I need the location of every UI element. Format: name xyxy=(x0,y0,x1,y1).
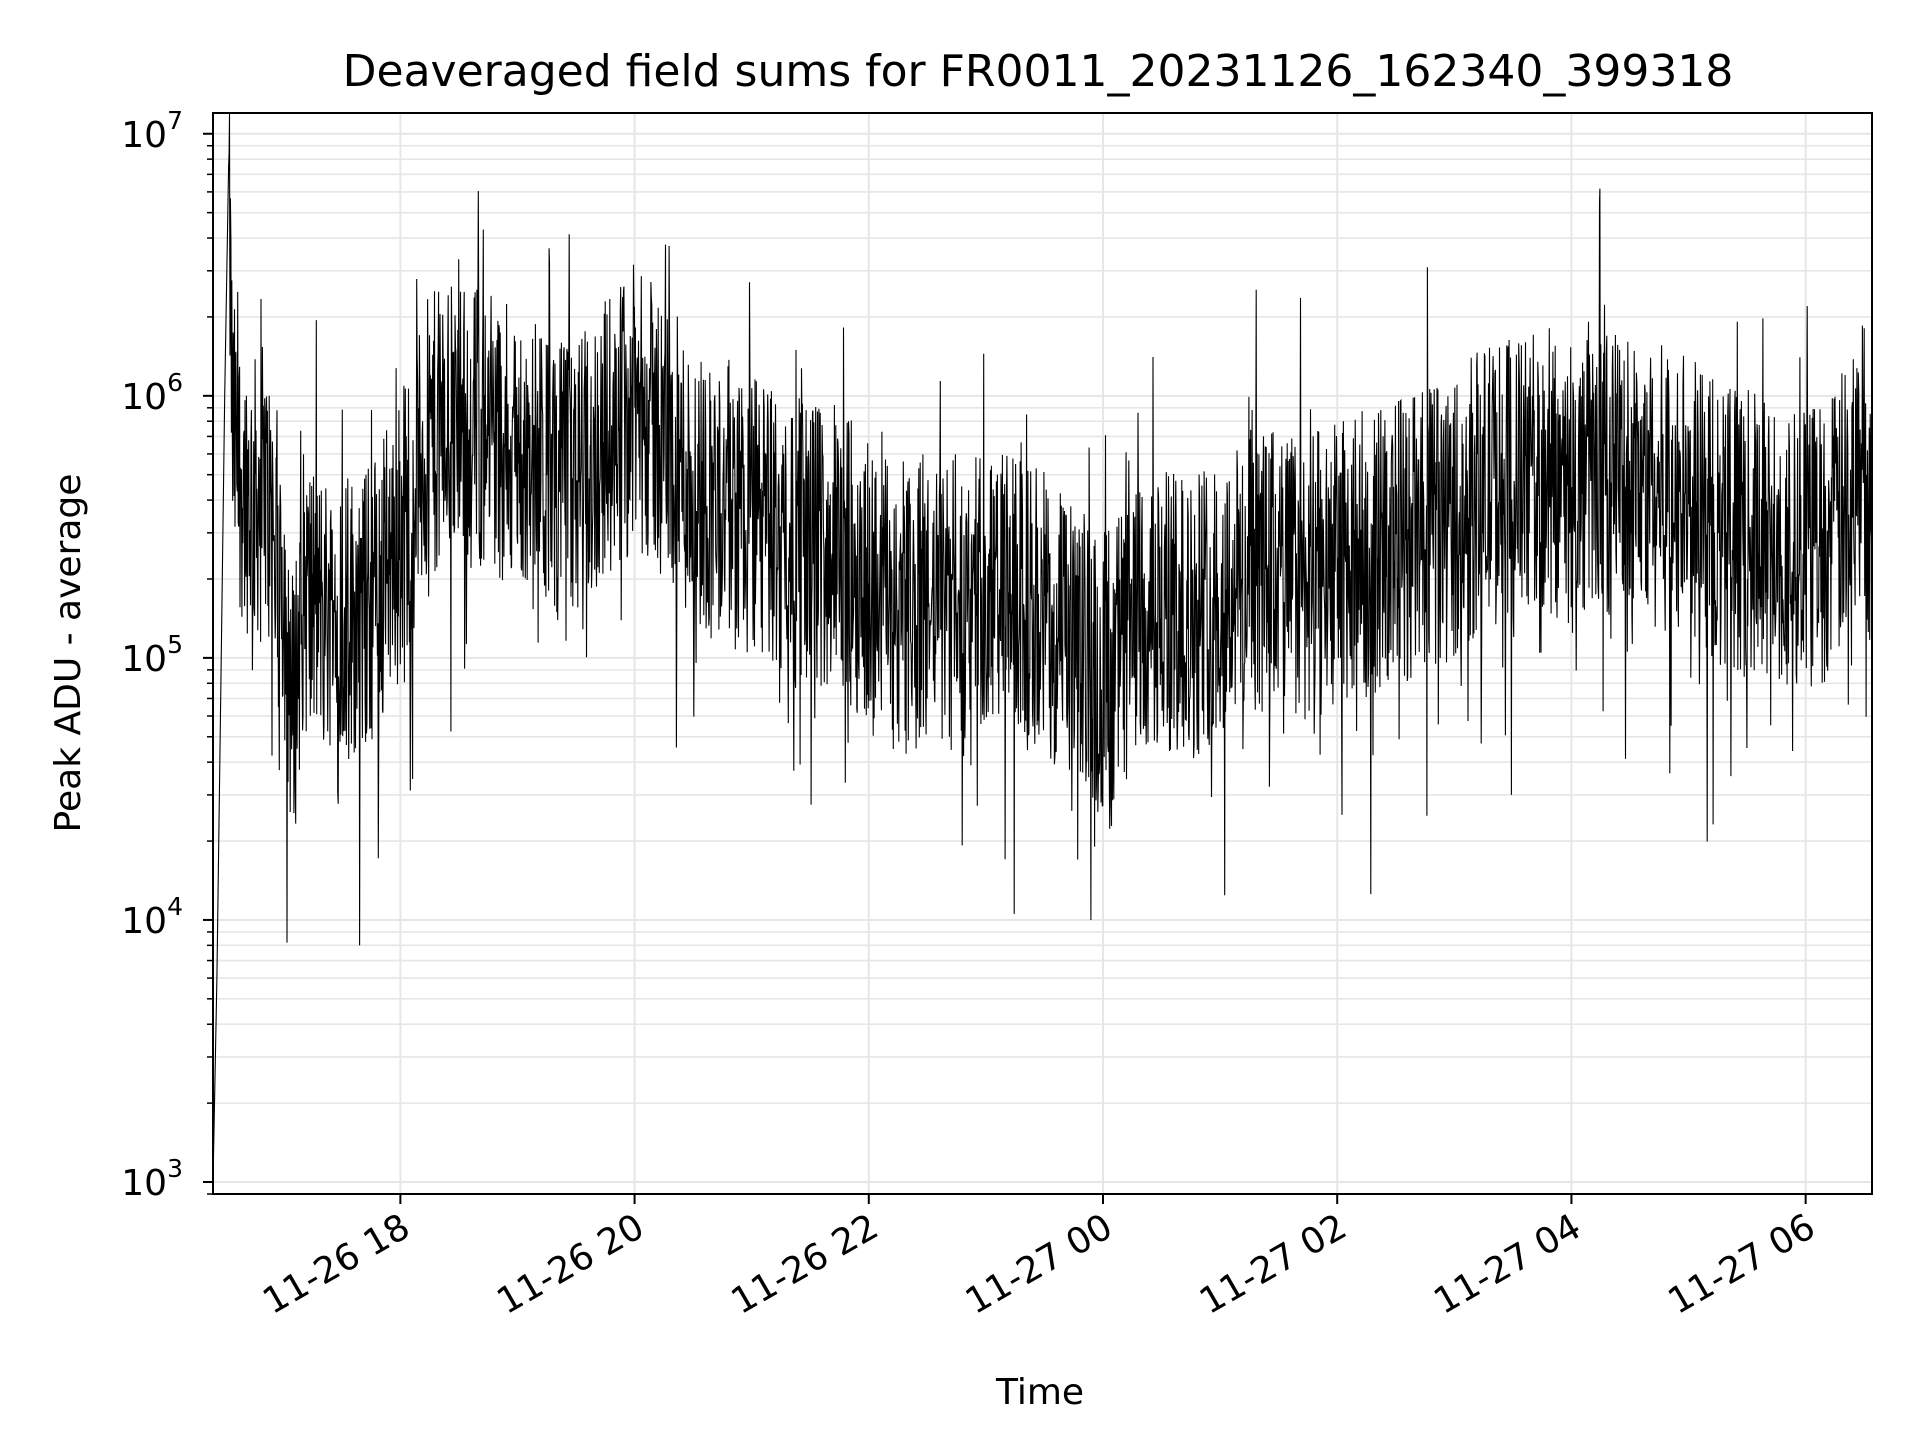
y-tick-label-base: 10 xyxy=(121,639,167,680)
data-series xyxy=(213,113,1872,1183)
grid xyxy=(213,113,1872,1195)
y-tick-label-exponent: 7 xyxy=(167,106,183,135)
x-axis-label: Time xyxy=(995,1372,1084,1413)
y-tick-label: 103 xyxy=(121,1154,183,1204)
y-tick-label-exponent: 6 xyxy=(167,368,183,397)
y-tick-label-exponent: 3 xyxy=(167,1154,183,1183)
y-tick-label-base: 10 xyxy=(121,1163,167,1204)
y-tick-label-base: 10 xyxy=(121,115,167,156)
plot-frame xyxy=(212,112,1873,1195)
chart-title: Deaveraged field sums for FR0011_2023112… xyxy=(343,46,1734,97)
series-line-group xyxy=(213,113,1872,1183)
y-tick-label: 107 xyxy=(121,106,183,156)
y-tick-label: 106 xyxy=(121,368,183,418)
series-line xyxy=(213,113,1872,1183)
y-tick-label-exponent: 5 xyxy=(167,630,183,659)
y-tick-label: 104 xyxy=(121,892,183,942)
y-axis-label: Peak ADU - average xyxy=(48,474,89,833)
y-tick-label: 105 xyxy=(121,630,183,680)
y-tick-label-base: 10 xyxy=(121,377,167,418)
y-tick-label-base: 10 xyxy=(121,901,167,942)
y-tick-label-exponent: 4 xyxy=(167,892,183,921)
